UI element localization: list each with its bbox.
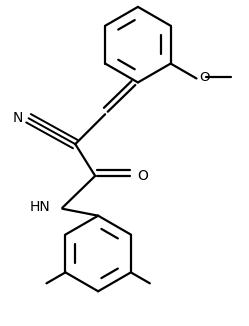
Text: HN: HN [30,200,50,214]
Text: N: N [12,111,23,125]
Text: O: O [137,169,148,183]
Text: O: O [199,71,210,84]
